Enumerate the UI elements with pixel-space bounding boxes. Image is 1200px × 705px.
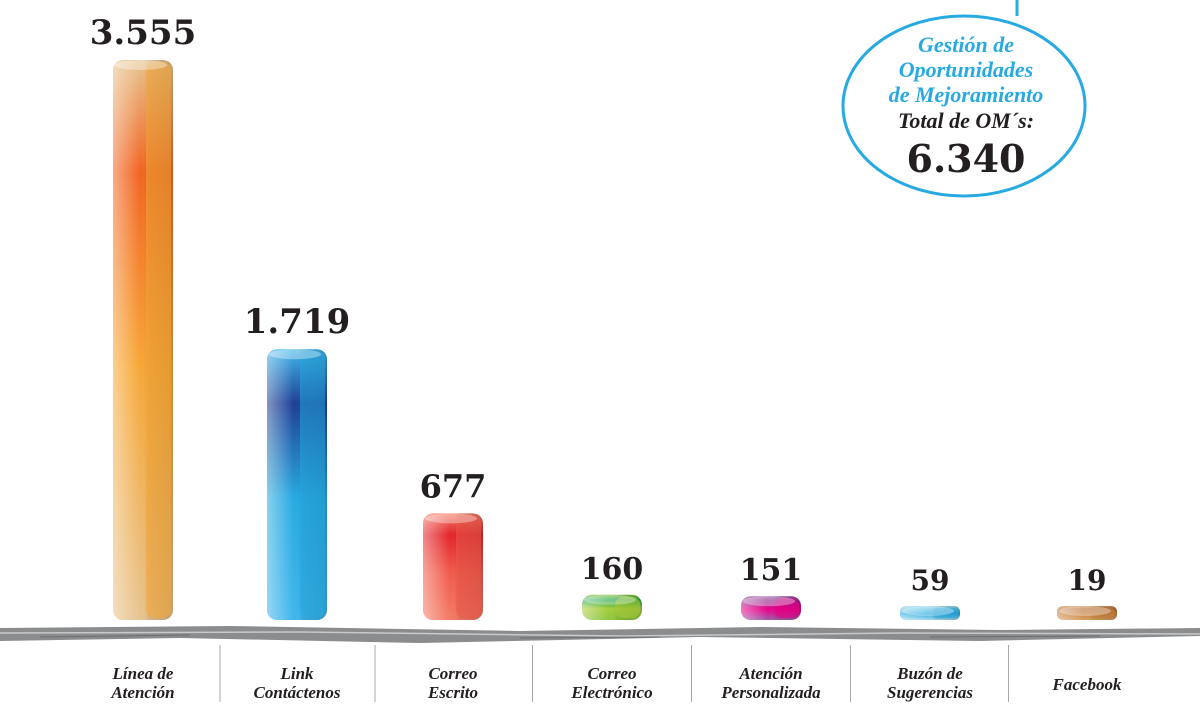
bar-side-4: [774, 598, 800, 618]
bar-cap-5: [902, 606, 954, 616]
badge-ellipse: [841, 14, 1087, 198]
badge-title-line-1: Gestión de: [918, 32, 1014, 57]
category-label-5-line-0: Buzón de: [896, 664, 963, 683]
category-label-4-line-0: Atención: [738, 664, 802, 683]
badge-subtitle: Total de OM´s:: [898, 108, 1034, 133]
category-label-3: Correo Electrónico: [570, 664, 652, 702]
category-label-6: Facebook: [1052, 675, 1122, 694]
category-label-1-line-0: Link: [279, 664, 314, 683]
value-label-5: 59: [911, 564, 950, 597]
bar-cap-0: [115, 60, 167, 70]
bar-side-3: [615, 596, 641, 618]
bar-cap-6: [1059, 606, 1111, 616]
value-label-2: 677: [420, 467, 487, 505]
category-label-1-line-1: Contáctenos: [254, 683, 341, 702]
category-label-4: Atención Personalizada: [720, 664, 821, 702]
badge-title-line-2: Oportunidades: [899, 57, 1033, 82]
value-label-6: 19: [1068, 564, 1107, 597]
bar-side-1: [300, 351, 326, 618]
category-label-2-line-1: Escrito: [427, 683, 478, 702]
category-label-3-line-1: Electrónico: [570, 683, 652, 702]
value-label-0: 3.555: [90, 13, 196, 53]
bar-cap-4: [743, 596, 795, 607]
value-labels: 3.555 1.719 677 160 151 59 19: [90, 13, 1107, 597]
category-label-2-line-0: Correo: [428, 664, 477, 683]
value-label-1: 1.719: [244, 302, 350, 342]
bar-side-6: [1090, 608, 1116, 618]
bar-cap-2: [425, 513, 477, 524]
category-label-3-line-0: Correo: [587, 664, 636, 683]
bar-side-5: [933, 608, 959, 618]
bar-side-2: [456, 515, 482, 618]
category-label-0-line-0: Línea de: [112, 664, 174, 683]
category-label-5-line-1: Sugerencias: [887, 683, 973, 702]
bar-side-0: [146, 62, 172, 618]
category-label-6-line-0: Facebook: [1052, 675, 1122, 694]
value-label-4: 151: [740, 553, 803, 588]
bar-cap-1: [269, 349, 321, 360]
bar-cap-3: [584, 594, 636, 605]
value-label-3: 160: [581, 552, 644, 587]
category-label-5: Buzón de Sugerencias: [887, 664, 973, 702]
category-label-0-line-1: Atención: [110, 683, 174, 702]
category-label-2: Correo Escrito: [427, 664, 478, 702]
ground-strip: [0, 626, 1200, 643]
bars: [113, 60, 1117, 620]
total-badge: Gestión de Oportunidades de Mejoramiento…: [841, 0, 1087, 198]
category-label-0: Línea de Atención: [110, 664, 174, 702]
badge-title-line-3: de Mejoramiento: [889, 82, 1044, 107]
badge-total: 6.340: [907, 136, 1026, 181]
category-separators: [219, 645, 1009, 702]
category-label-1: Link Contáctenos: [254, 664, 341, 702]
category-label-4-line-1: Personalizada: [720, 683, 821, 702]
